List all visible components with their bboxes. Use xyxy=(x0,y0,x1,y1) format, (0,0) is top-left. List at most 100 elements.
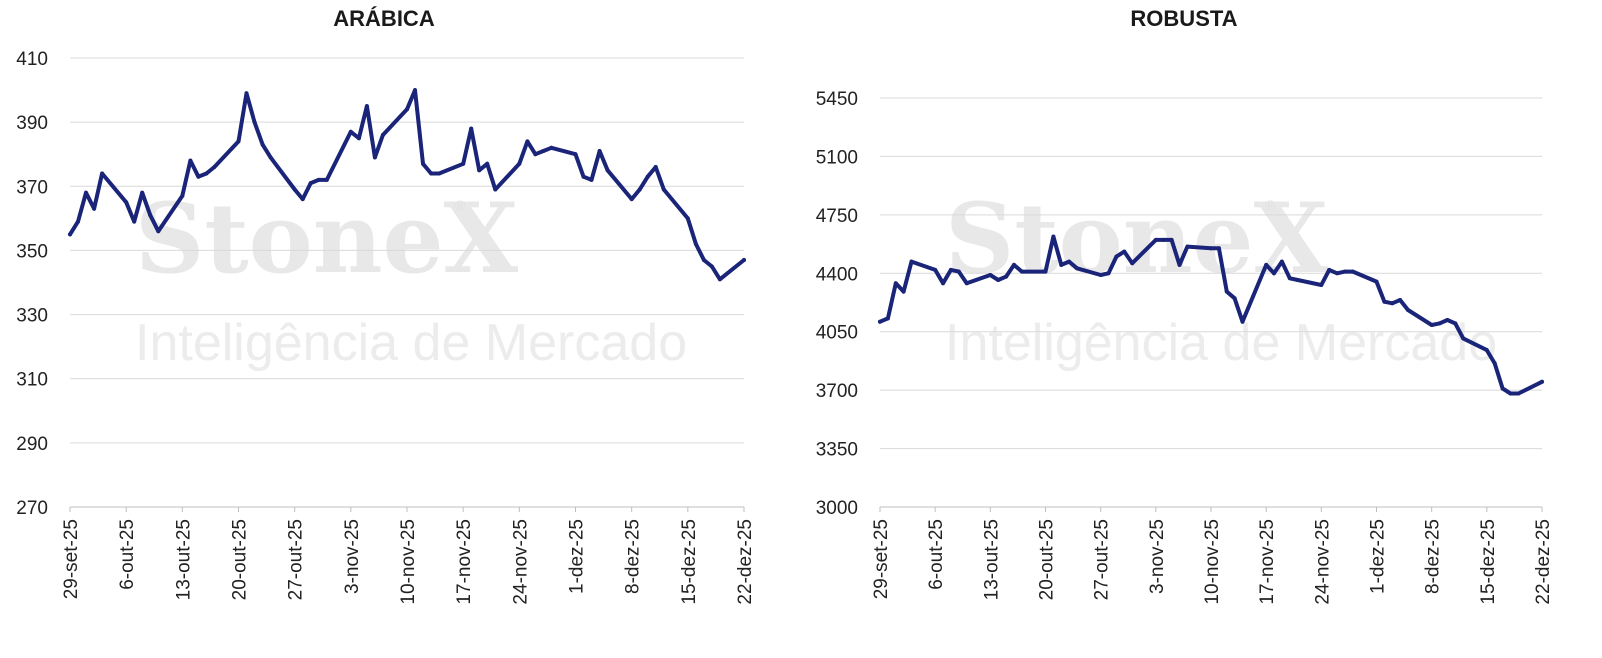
arabica-chart: StoneX® Inteligência de Mercado ARÁBICA 270… xyxy=(16,6,756,605)
robusta-data-point xyxy=(1114,254,1119,259)
robusta-y-tick-label: 4400 xyxy=(816,264,858,285)
arabica-data-point xyxy=(461,161,466,166)
arabica-series-points xyxy=(68,88,746,282)
arabica-data-point xyxy=(421,161,425,166)
robusta-x-tick-label: 27-out-25 xyxy=(1092,519,1113,600)
arabica-x-tick-label: 8-dez-25 xyxy=(623,519,644,594)
watermark-tagline: Inteligência de Mercado xyxy=(135,314,687,372)
arabica-data-point xyxy=(124,200,129,205)
robusta-x-tick-label: 6-out-25 xyxy=(926,519,947,590)
arabica-data-point xyxy=(709,264,714,269)
arabica-data-point xyxy=(364,104,369,109)
arabica-data-point xyxy=(493,187,498,192)
arabica-data-point xyxy=(196,174,201,179)
arabica-data-point xyxy=(260,142,265,147)
arabica-data-point xyxy=(429,171,434,176)
robusta-data-point xyxy=(1343,269,1347,274)
arabica-x-tick-label: 13-out-25 xyxy=(173,519,194,600)
arabica-data-point xyxy=(701,258,706,262)
robusta-data-point xyxy=(1043,269,1048,274)
robusta-data-point xyxy=(1461,336,1466,341)
robusta-data-point xyxy=(941,281,945,286)
arabica-x-tick-label: 3-nov-25 xyxy=(342,519,363,594)
robusta-data-point xyxy=(1098,273,1103,277)
arabica-y-tick-label: 330 xyxy=(16,306,48,327)
arabica-data-point xyxy=(236,139,241,144)
robusta-data-point xyxy=(893,281,898,286)
robusta-data-point xyxy=(1012,262,1016,267)
robusta-data-point xyxy=(1390,301,1395,306)
arabica-title: ARÁBICA xyxy=(333,6,435,31)
arabica-data-point xyxy=(372,155,377,160)
arabica-data-point xyxy=(68,232,72,237)
arabica-x-tick-label: 15-dez-25 xyxy=(679,519,700,605)
robusta-title: ROBUSTA xyxy=(1130,6,1237,31)
robusta-data-point xyxy=(1264,262,1269,267)
arabica-x-tick-label: 24-nov-25 xyxy=(510,519,531,605)
robusta-data-point xyxy=(1004,274,1009,279)
robusta-x-tick-label: 24-nov-25 xyxy=(1312,519,1333,605)
watermark-brand: StoneX xyxy=(135,182,519,295)
arabica-data-point xyxy=(380,133,385,137)
arabica-data-point xyxy=(92,206,97,211)
arabica-data-point xyxy=(485,161,490,166)
arabica-data-point xyxy=(268,155,273,160)
robusta-x-tick-label: 20-out-25 xyxy=(1037,519,1058,600)
arabica-data-point xyxy=(469,126,474,131)
robusta-data-point xyxy=(948,267,953,272)
arabica-data-point xyxy=(597,149,602,153)
arabica-x-tick-label: 10-nov-25 xyxy=(398,519,419,605)
robusta-data-point xyxy=(1279,259,1284,264)
robusta-data-point xyxy=(1177,262,1182,267)
arabica-x-tick-label: 17-nov-25 xyxy=(454,519,475,605)
arabica-data-point xyxy=(589,177,594,182)
robusta-data-point xyxy=(1209,246,1213,251)
arabica-data-point xyxy=(742,258,746,262)
robusta-data-point xyxy=(901,289,906,294)
robusta-data-point xyxy=(1327,267,1332,272)
arabica-data-point xyxy=(324,177,329,182)
watermark-brand: StoneX xyxy=(945,182,1329,295)
arabica-data-point xyxy=(140,190,145,195)
arabica-x-tick-label: 27-out-25 xyxy=(286,519,307,600)
robusta-data-point xyxy=(1295,278,1300,282)
arabica-data-point xyxy=(413,88,417,93)
robusta-data-point xyxy=(885,316,890,321)
arabica-data-point xyxy=(348,129,353,134)
robusta-data-point xyxy=(1272,271,1276,276)
robusta-data-point xyxy=(1429,323,1434,327)
robusta-x-tick-label: 13-out-25 xyxy=(981,519,1002,600)
arabica-data-point xyxy=(717,277,722,282)
arabica-y-tick-label: 390 xyxy=(16,113,48,134)
arabica-data-point xyxy=(212,165,217,169)
robusta-y-tick-label: 3700 xyxy=(816,381,858,402)
watermark-tagline: Inteligência de Mercado xyxy=(945,314,1497,372)
arabica-data-point xyxy=(405,107,409,112)
robusta-data-point xyxy=(1500,386,1505,391)
robusta-data-point xyxy=(1540,379,1544,384)
arabica-data-point xyxy=(356,136,361,141)
robusta-data-point xyxy=(1484,348,1489,353)
arabica-data-point xyxy=(661,187,666,192)
robusta-data-point xyxy=(1445,318,1450,322)
robusta-data-point xyxy=(1508,391,1513,396)
arabica-data-point xyxy=(517,161,522,166)
robusta-data-point xyxy=(1382,299,1387,304)
robusta-data-point xyxy=(1106,271,1111,276)
robusta-data-point xyxy=(1051,234,1056,239)
arabica-data-point xyxy=(645,174,650,179)
arabica-data-point xyxy=(549,145,554,150)
robusta-data-point xyxy=(1516,391,1521,396)
arabica-data-point xyxy=(653,165,658,169)
watermark-registered: ® xyxy=(455,197,466,213)
robusta-data-point xyxy=(1319,283,1324,287)
arabica-y-tick-label: 350 xyxy=(16,241,48,262)
robusta-y-tick-label: 3000 xyxy=(816,498,858,519)
robusta-data-point xyxy=(1398,298,1403,302)
arabica-data-point xyxy=(252,120,257,125)
arabica-x-tick-label: 1-dez-25 xyxy=(567,519,588,594)
arabica-data-point xyxy=(180,193,185,198)
robusta-data-point xyxy=(1350,269,1355,274)
robusta-data-point xyxy=(933,267,938,272)
robusta-data-point xyxy=(1232,296,1237,301)
